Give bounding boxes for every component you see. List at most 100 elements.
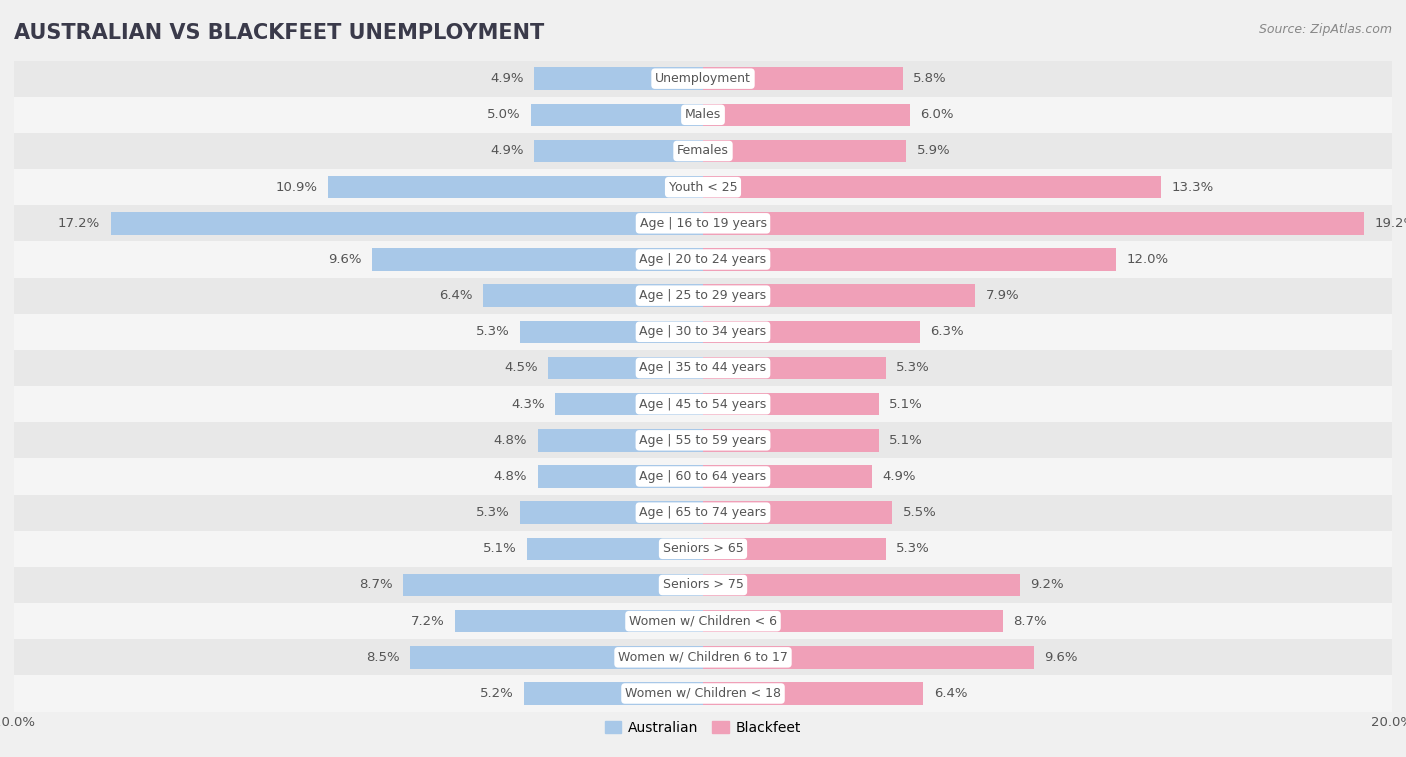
Text: 6.4%: 6.4% (934, 687, 967, 700)
Text: Seniors > 65: Seniors > 65 (662, 542, 744, 556)
Text: AUSTRALIAN VS BLACKFEET UNEMPLOYMENT: AUSTRALIAN VS BLACKFEET UNEMPLOYMENT (14, 23, 544, 42)
Text: 4.8%: 4.8% (494, 434, 527, 447)
Text: 6.3%: 6.3% (931, 326, 965, 338)
Bar (520, 501, 703, 524)
Bar (703, 646, 1033, 668)
Bar (703, 357, 886, 379)
Text: 7.2%: 7.2% (411, 615, 444, 628)
Text: 8.5%: 8.5% (366, 651, 399, 664)
Text: 17.2%: 17.2% (58, 217, 100, 230)
Bar (14, 97, 1392, 133)
Bar (404, 574, 703, 597)
Bar (703, 67, 903, 90)
Bar (14, 603, 1392, 639)
Text: Women w/ Children < 6: Women w/ Children < 6 (628, 615, 778, 628)
Text: 9.6%: 9.6% (1045, 651, 1077, 664)
Bar (373, 248, 703, 271)
Legend: Australian, Blackfeet: Australian, Blackfeet (599, 715, 807, 740)
Bar (14, 494, 1392, 531)
Text: 9.6%: 9.6% (329, 253, 361, 266)
Bar (703, 321, 920, 343)
Text: 5.1%: 5.1% (889, 397, 922, 410)
Text: Unemployment: Unemployment (655, 72, 751, 85)
Bar (14, 422, 1392, 459)
Text: 5.3%: 5.3% (896, 362, 929, 375)
Bar (531, 104, 703, 126)
Bar (14, 639, 1392, 675)
Bar (14, 169, 1392, 205)
Text: 5.1%: 5.1% (889, 434, 922, 447)
Text: 5.3%: 5.3% (477, 506, 510, 519)
Text: 5.9%: 5.9% (917, 145, 950, 157)
Text: 5.5%: 5.5% (903, 506, 936, 519)
Bar (703, 393, 879, 416)
Bar (703, 212, 1364, 235)
Bar (703, 248, 1116, 271)
Text: 12.0%: 12.0% (1126, 253, 1168, 266)
Text: Age | 60 to 64 years: Age | 60 to 64 years (640, 470, 766, 483)
Text: Youth < 25: Youth < 25 (669, 181, 737, 194)
Bar (520, 321, 703, 343)
Text: Source: ZipAtlas.com: Source: ZipAtlas.com (1258, 23, 1392, 36)
Bar (482, 285, 703, 307)
Bar (703, 501, 893, 524)
Bar (14, 386, 1392, 422)
Bar (703, 466, 872, 488)
Text: 4.5%: 4.5% (503, 362, 537, 375)
Text: Age | 65 to 74 years: Age | 65 to 74 years (640, 506, 766, 519)
Text: 5.2%: 5.2% (479, 687, 513, 700)
Bar (703, 429, 879, 451)
Bar (14, 278, 1392, 313)
Text: 5.8%: 5.8% (912, 72, 946, 85)
Text: 6.0%: 6.0% (920, 108, 953, 121)
Text: 13.3%: 13.3% (1171, 181, 1213, 194)
Text: Age | 20 to 24 years: Age | 20 to 24 years (640, 253, 766, 266)
Text: 10.9%: 10.9% (276, 181, 318, 194)
Text: 8.7%: 8.7% (360, 578, 392, 591)
Bar (537, 466, 703, 488)
Bar (527, 537, 703, 560)
Bar (14, 350, 1392, 386)
Bar (524, 682, 703, 705)
Bar (703, 176, 1161, 198)
Bar (14, 567, 1392, 603)
Text: Women w/ Children < 18: Women w/ Children < 18 (626, 687, 780, 700)
Text: 4.8%: 4.8% (494, 470, 527, 483)
Bar (703, 285, 976, 307)
Bar (548, 357, 703, 379)
Text: 6.4%: 6.4% (439, 289, 472, 302)
Bar (534, 67, 703, 90)
Text: 5.3%: 5.3% (477, 326, 510, 338)
Text: 5.3%: 5.3% (896, 542, 929, 556)
Bar (14, 133, 1392, 169)
Text: Seniors > 75: Seniors > 75 (662, 578, 744, 591)
Text: Age | 45 to 54 years: Age | 45 to 54 years (640, 397, 766, 410)
Text: 19.2%: 19.2% (1375, 217, 1406, 230)
Bar (14, 313, 1392, 350)
Bar (456, 610, 703, 632)
Bar (703, 140, 907, 162)
Bar (537, 429, 703, 451)
Text: 4.3%: 4.3% (510, 397, 544, 410)
Text: Age | 35 to 44 years: Age | 35 to 44 years (640, 362, 766, 375)
Bar (411, 646, 703, 668)
Text: Age | 30 to 34 years: Age | 30 to 34 years (640, 326, 766, 338)
Bar (14, 205, 1392, 241)
Text: Age | 16 to 19 years: Age | 16 to 19 years (640, 217, 766, 230)
Bar (703, 104, 910, 126)
Bar (703, 537, 886, 560)
Text: 8.7%: 8.7% (1012, 615, 1046, 628)
Text: 5.0%: 5.0% (486, 108, 520, 121)
Text: 5.1%: 5.1% (484, 542, 517, 556)
Text: 4.9%: 4.9% (491, 145, 524, 157)
Bar (14, 675, 1392, 712)
Text: Women w/ Children 6 to 17: Women w/ Children 6 to 17 (619, 651, 787, 664)
Bar (111, 212, 703, 235)
Bar (703, 574, 1019, 597)
Bar (328, 176, 703, 198)
Bar (703, 682, 924, 705)
Bar (703, 610, 1002, 632)
Text: 4.9%: 4.9% (882, 470, 915, 483)
Text: Males: Males (685, 108, 721, 121)
Text: Females: Females (678, 145, 728, 157)
